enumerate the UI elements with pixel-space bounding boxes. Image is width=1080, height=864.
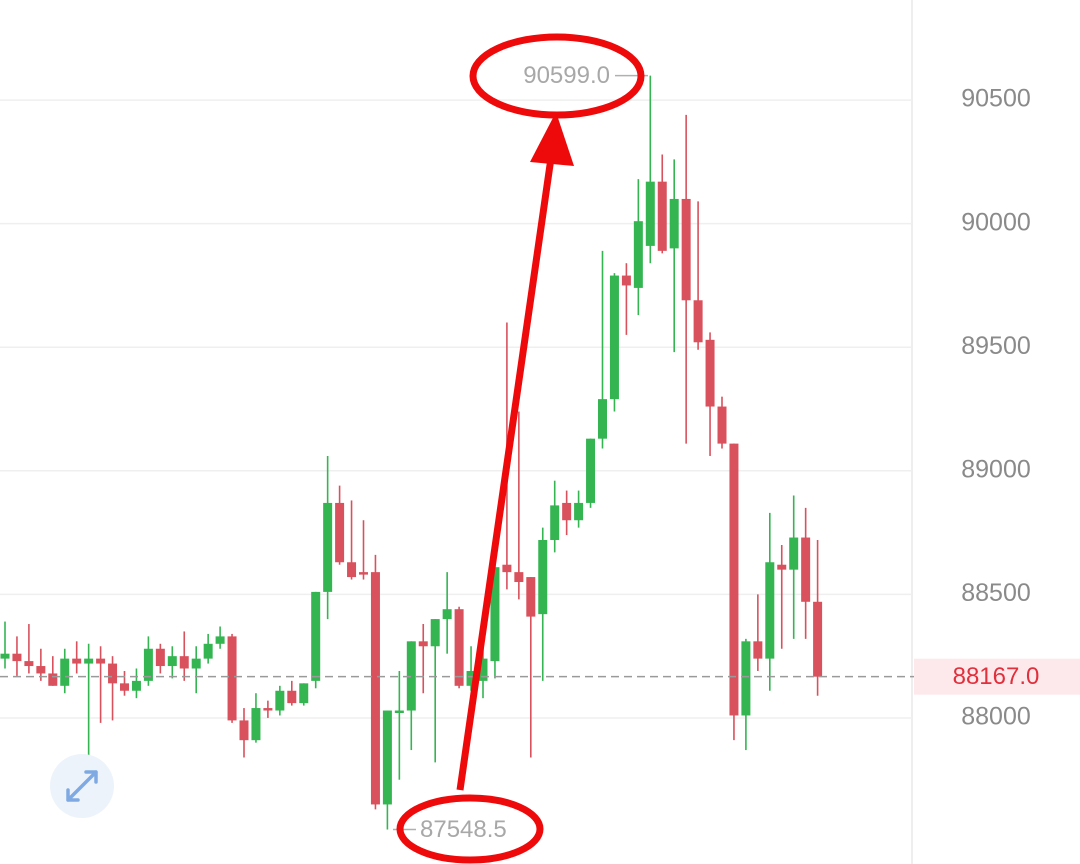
candle-body [227, 636, 237, 721]
candle-body [789, 537, 799, 570]
candle-body [347, 562, 357, 578]
candle-body [705, 339, 715, 407]
candle-body [287, 690, 297, 704]
candle-body [275, 690, 285, 711]
candle-body [741, 641, 751, 716]
candle-body [311, 591, 321, 681]
y-tick-label: 89000 [961, 455, 1031, 483]
candle-body [12, 653, 22, 662]
y-tick-label: 90000 [961, 208, 1031, 236]
candle-body [418, 641, 428, 647]
candle-body [191, 658, 201, 669]
candle-body [0, 653, 10, 659]
candle-body [24, 661, 34, 667]
candle-body [120, 683, 129, 691]
candle-body [406, 641, 416, 711]
candle-body [729, 443, 739, 716]
candle-body [335, 502, 345, 563]
candle-body [645, 181, 655, 246]
candle-body [609, 275, 619, 400]
candle-body [466, 670, 476, 686]
candle-body [753, 641, 763, 659]
candle-body [574, 502, 584, 521]
candle-body [167, 656, 177, 667]
candle-body [454, 609, 464, 686]
candle-body [394, 710, 404, 713]
candle-body [621, 275, 631, 286]
candle-body [526, 577, 536, 617]
candle-body [586, 438, 596, 503]
candle-body [60, 658, 70, 686]
candle-body [478, 658, 488, 681]
candle-body [657, 181, 667, 251]
candle-body [143, 648, 153, 681]
candle-body [36, 666, 46, 674]
candle-body [96, 658, 106, 664]
candle-body [359, 572, 368, 575]
y-tick-label: 88500 [961, 579, 1031, 607]
expand-button[interactable] [50, 754, 114, 818]
candle-body [131, 680, 141, 691]
candle-body [263, 708, 273, 711]
candle-body [215, 636, 225, 644]
candle-body [72, 658, 82, 664]
candle-body [251, 708, 261, 741]
candle-body [801, 537, 811, 602]
candle-body [598, 399, 607, 439]
annotation-drawing [396, 33, 645, 864]
low-label: 87548.5 [420, 816, 507, 843]
candle-body [538, 540, 548, 615]
candle-body [48, 673, 58, 686]
candle-body [490, 567, 500, 662]
candle-body [84, 658, 94, 664]
candle-body [669, 198, 679, 249]
y-tick-label: 89500 [961, 332, 1031, 360]
candle-body [108, 663, 118, 684]
last-price-badge [914, 658, 1080, 695]
candle-body [155, 648, 165, 667]
candle-body [717, 406, 727, 444]
candle-body [442, 609, 452, 620]
candle-body [203, 643, 213, 659]
candle-body [502, 564, 512, 573]
candle-body [179, 656, 189, 669]
last-price-label: 88167.0 [953, 663, 1040, 690]
candle-body [382, 710, 392, 805]
candle-body [299, 683, 309, 704]
candle-body [765, 562, 775, 659]
candle-body [550, 505, 560, 540]
candle-body [239, 720, 249, 741]
candle-body [693, 300, 703, 343]
candle-body [370, 572, 380, 805]
candle-body [681, 198, 691, 301]
candle-body [562, 502, 572, 521]
candle-body [633, 221, 643, 288]
candle-body [514, 572, 524, 583]
high-label: 90599.0 [523, 62, 610, 89]
y-tick-label: 88000 [961, 703, 1031, 731]
candle-body [813, 601, 823, 677]
candle-body [777, 564, 787, 570]
candle-body [323, 502, 333, 592]
candle-body [430, 619, 440, 647]
y-tick-label: 90500 [961, 85, 1031, 113]
